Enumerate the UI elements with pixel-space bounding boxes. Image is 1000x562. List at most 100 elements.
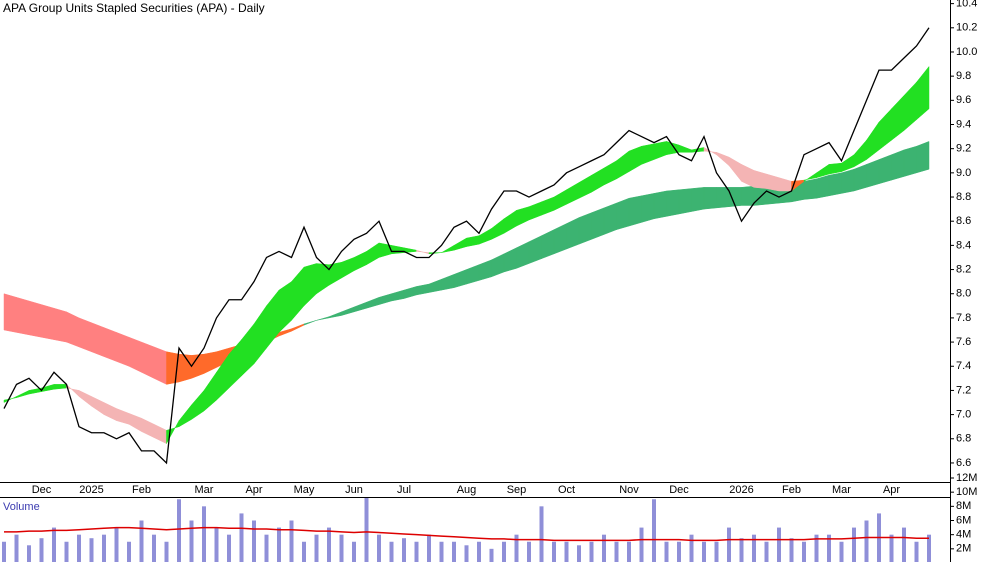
volume-bar — [702, 541, 706, 562]
volume-bar — [464, 545, 469, 562]
volume-bar — [339, 534, 344, 562]
y-tick-label: 6M — [956, 514, 971, 526]
long-band-segment — [866, 159, 880, 188]
y-tick-label: 10M — [956, 486, 977, 498]
x-tick-label: May — [294, 484, 315, 496]
x-tick-label: Oct — [558, 484, 575, 496]
volume-bar — [864, 520, 869, 562]
long-band-segment — [16, 297, 30, 336]
volume-bar — [514, 534, 519, 562]
long-band-segment — [616, 197, 630, 230]
volume-bar — [352, 541, 356, 562]
long-band-segment — [666, 189, 680, 217]
volume-bar — [89, 538, 94, 562]
volume-bar — [2, 541, 6, 562]
x-tick-label: Mar — [195, 484, 214, 496]
volume-bar — [452, 541, 456, 562]
volume-bar — [102, 534, 106, 562]
volume-bar — [152, 534, 156, 562]
volume-bar — [552, 541, 556, 562]
long-band-segment — [703, 187, 717, 210]
volume-bar — [827, 534, 831, 562]
long-band-segment — [3, 293, 17, 333]
y-tick-label: 4M — [956, 529, 971, 541]
y-tick-label: 7.6 — [956, 336, 971, 348]
volume-bar — [189, 520, 194, 562]
long-band-segment — [578, 212, 592, 245]
volume-bar — [327, 527, 331, 562]
long-band-segment — [128, 336, 142, 373]
volume-bar — [227, 534, 231, 562]
volume-bar — [764, 541, 769, 562]
long-band-segment — [891, 149, 905, 181]
volume-bar — [677, 541, 681, 562]
y-tick-label: 8.4 — [956, 239, 971, 251]
x-tick-label: Dec — [32, 484, 52, 496]
volume-bar — [927, 534, 931, 562]
volume-bar — [277, 527, 281, 562]
long-band-segment — [66, 311, 80, 348]
y-tick-label: 2M — [956, 543, 971, 555]
y-tick-label: 9.8 — [956, 70, 971, 82]
short-band-segment — [428, 252, 442, 255]
long-band-segment — [303, 320, 317, 326]
bands — [3, 65, 930, 445]
y-tick-label: 7.0 — [956, 409, 971, 421]
volume-bar — [527, 541, 531, 562]
volume-bar — [314, 534, 319, 562]
long-band-segment — [716, 187, 730, 209]
long-band-segment — [103, 327, 117, 362]
volume-bar — [627, 541, 631, 562]
x-tick-label: Apr — [245, 484, 262, 496]
volume-bar — [739, 538, 744, 562]
volume-bar — [902, 527, 906, 562]
volume-average-line — [4, 526, 929, 542]
volume-bar — [577, 545, 581, 562]
long-band-segment — [78, 317, 92, 353]
marks — [2, 27, 931, 562]
x-tick-label: Mar — [832, 484, 851, 496]
volume-bar — [377, 534, 381, 562]
x-tick-label: Sep — [507, 484, 527, 496]
volume-bar — [302, 541, 306, 562]
x-tick-label: Dec — [669, 484, 689, 496]
volume-bar — [752, 534, 756, 562]
volume-bar — [839, 541, 844, 562]
volume-bar — [114, 527, 119, 562]
long-band-segment — [878, 154, 892, 185]
long-band-segment — [53, 307, 67, 343]
volume-bar — [139, 520, 144, 562]
long-band-segment — [916, 141, 930, 174]
volume-bar — [214, 527, 219, 562]
volume-bar — [502, 541, 506, 562]
y-tick-label: 8.6 — [956, 215, 971, 227]
y-tick-label: 10.2 — [956, 22, 977, 34]
x-tick-label: Apr — [883, 484, 900, 496]
y-tick-label: 6.6 — [956, 457, 971, 469]
y-tick-label: 10.4 — [956, 0, 977, 10]
volume-bar — [727, 527, 731, 562]
long-band-segment — [591, 207, 605, 240]
long-band-segment — [816, 174, 830, 199]
y-tick-label: 12M — [956, 472, 977, 484]
long-band-segment — [678, 188, 692, 215]
volume-bar — [914, 541, 919, 562]
long-band-segment — [841, 168, 855, 194]
volume-bar — [414, 541, 419, 562]
y-tick-label: 8.2 — [956, 263, 971, 275]
long-band-segment — [853, 164, 867, 192]
volume-bar — [889, 534, 894, 562]
long-band-segment — [741, 185, 755, 206]
y-tick-label: 9.4 — [956, 118, 971, 130]
x-tick-label: Feb — [782, 484, 801, 496]
volume-bar — [389, 541, 394, 562]
volume-bar — [364, 498, 369, 562]
y-tick-label: 8.0 — [956, 288, 971, 300]
volume-bar — [264, 534, 269, 562]
x-tick-label: Jul — [397, 484, 411, 496]
y-tick-label: 6.8 — [956, 433, 971, 445]
y-tick-label: 7.2 — [956, 384, 971, 396]
volume-bar — [777, 527, 781, 562]
volume-bar — [564, 541, 569, 562]
